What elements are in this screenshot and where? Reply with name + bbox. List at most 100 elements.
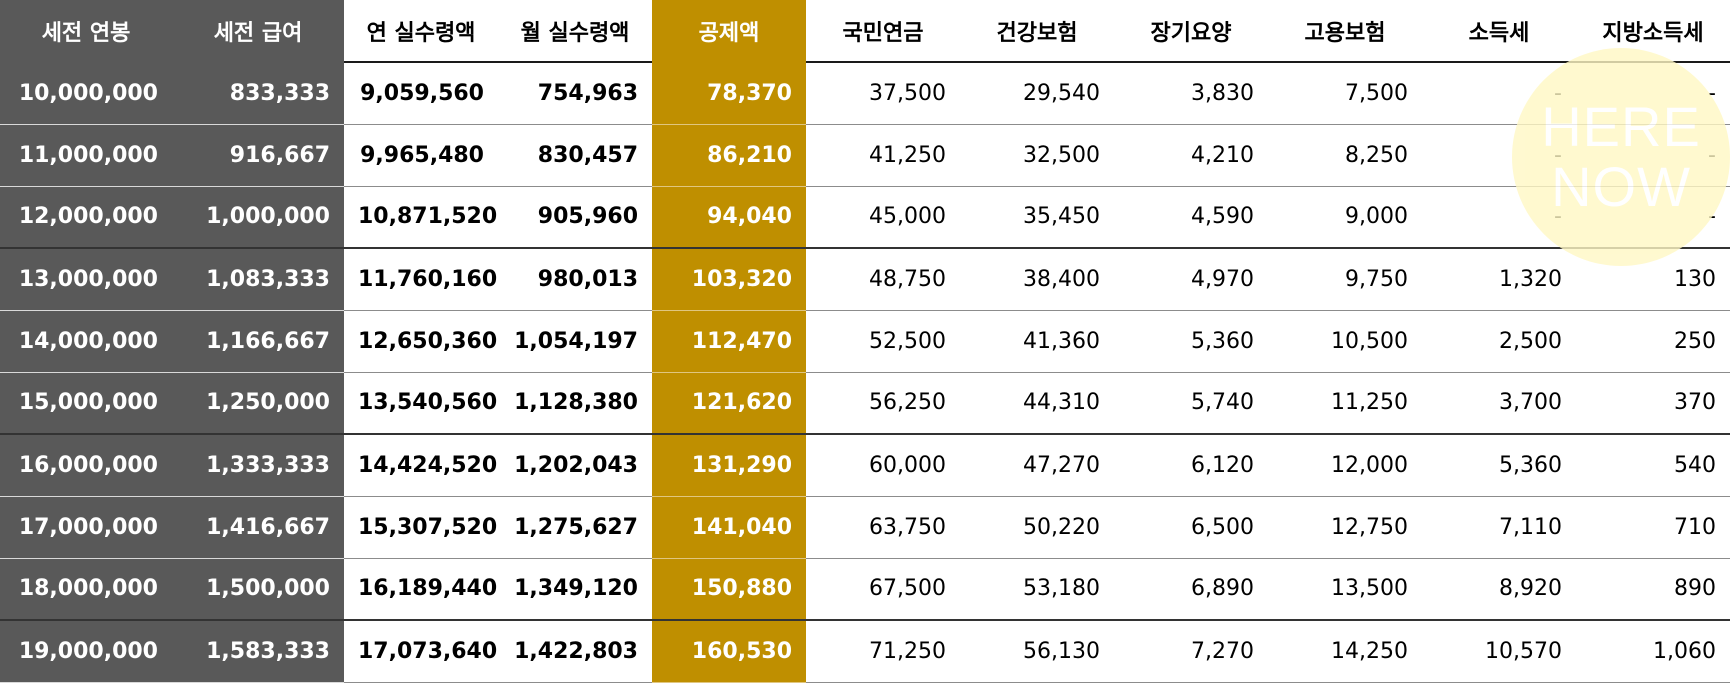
- cell-health-insurance: 29,540: [960, 62, 1114, 125]
- cell-local-income-tax: 130: [1576, 248, 1730, 311]
- cell-deduction: 78,370: [652, 62, 806, 125]
- cell-monthly-net: 1,349,120: [498, 558, 652, 621]
- cell-pretax-monthly: 1,000,000: [172, 186, 344, 249]
- header-health-insurance: 건강보험: [960, 0, 1114, 63]
- cell-pretax-annual: 19,000,000: [0, 620, 172, 683]
- cell-pretax-annual: 14,000,000: [0, 310, 172, 373]
- cell-pretax-annual: 18,000,000: [0, 558, 172, 621]
- cell-health-insurance: 50,220: [960, 496, 1114, 559]
- cell-deduction: 121,620: [652, 372, 806, 435]
- cell-pretax-monthly: 1,333,333: [172, 434, 344, 497]
- cell-monthly-net: 1,054,197: [498, 310, 652, 373]
- cell-annual-net: 13,540,560: [344, 372, 498, 435]
- cell-employment-insurance: 11,250: [1268, 372, 1422, 435]
- cell-health-insurance: 38,400: [960, 248, 1114, 311]
- cell-annual-net: 11,760,160: [344, 248, 498, 311]
- cell-health-insurance: 56,130: [960, 620, 1114, 683]
- cell-pretax-monthly: 1,416,667: [172, 496, 344, 559]
- cell-income-tax: 3,700: [1422, 372, 1576, 435]
- table-row: 14,000,000 1,166,667 12,650,360 1,054,197 11…: [0, 310, 1730, 373]
- cell-pretax-annual: 15,000,000: [0, 372, 172, 435]
- header-row: 세전 연봉 세전 급여 연 실수령액 월 실수령액 공제액 국민연금 건강보험 …: [0, 0, 1730, 63]
- table-row: 10,000,000 833,333 9,059,560 754,963 78,370 3…: [0, 62, 1730, 125]
- cell-employment-insurance: 14,250: [1268, 620, 1422, 683]
- cell-annual-net: 10,871,520: [344, 186, 498, 249]
- cell-pretax-monthly: 1,250,000: [172, 372, 344, 435]
- cell-national-pension: 41,250: [806, 124, 960, 187]
- table-row: 18,000,000 1,500,000 16,189,440 1,349,120 15…: [0, 558, 1730, 621]
- table-body: 10,000,000 833,333 9,059,560 754,963 78,370 3…: [0, 62, 1730, 683]
- cell-pretax-monthly: 916,667: [172, 124, 344, 187]
- cell-long-term-care: 6,120: [1114, 434, 1268, 497]
- cell-deduction: 86,210: [652, 124, 806, 187]
- cell-long-term-care: 5,740: [1114, 372, 1268, 435]
- cell-monthly-net: 905,960: [498, 186, 652, 249]
- cell-employment-insurance: 12,750: [1268, 496, 1422, 559]
- cell-long-term-care: 3,830: [1114, 62, 1268, 125]
- cell-local-income-tax: -: [1576, 124, 1730, 187]
- cell-long-term-care: 6,890: [1114, 558, 1268, 621]
- cell-national-pension: 37,500: [806, 62, 960, 125]
- cell-monthly-net: 1,422,803: [498, 620, 652, 683]
- cell-pretax-monthly: 1,083,333: [172, 248, 344, 311]
- cell-monthly-net: 830,457: [498, 124, 652, 187]
- cell-pretax-annual: 11,000,000: [0, 124, 172, 187]
- cell-employment-insurance: 12,000: [1268, 434, 1422, 497]
- cell-employment-insurance: 10,500: [1268, 310, 1422, 373]
- cell-long-term-care: 4,970: [1114, 248, 1268, 311]
- table-header: 세전 연봉 세전 급여 연 실수령액 월 실수령액 공제액 국민연금 건강보험 …: [0, 0, 1730, 63]
- cell-local-income-tax: 890: [1576, 558, 1730, 621]
- cell-national-pension: 60,000: [806, 434, 960, 497]
- cell-pretax-monthly: 1,166,667: [172, 310, 344, 373]
- header-income-tax: 소득세: [1422, 0, 1576, 63]
- cell-income-tax: 10,570: [1422, 620, 1576, 683]
- cell-income-tax: -: [1422, 62, 1576, 125]
- cell-long-term-care: 6,500: [1114, 496, 1268, 559]
- cell-health-insurance: 44,310: [960, 372, 1114, 435]
- cell-income-tax: 8,920: [1422, 558, 1576, 621]
- cell-national-pension: 52,500: [806, 310, 960, 373]
- cell-national-pension: 67,500: [806, 558, 960, 621]
- cell-annual-net: 16,189,440: [344, 558, 498, 621]
- cell-long-term-care: 4,590: [1114, 186, 1268, 249]
- cell-deduction: 94,040: [652, 186, 806, 249]
- header-annual-net: 연 실수령액: [344, 0, 498, 63]
- cell-health-insurance: 35,450: [960, 186, 1114, 249]
- cell-employment-insurance: 7,500: [1268, 62, 1422, 125]
- cell-monthly-net: 1,202,043: [498, 434, 652, 497]
- cell-health-insurance: 53,180: [960, 558, 1114, 621]
- cell-employment-insurance: 9,750: [1268, 248, 1422, 311]
- header-long-term-care: 장기요양: [1114, 0, 1268, 63]
- header-local-income-tax: 지방소득세: [1576, 0, 1730, 63]
- cell-national-pension: 56,250: [806, 372, 960, 435]
- table-row: 12,000,000 1,000,000 10,871,520 905,960 94,0…: [0, 186, 1730, 249]
- cell-pretax-monthly: 1,500,000: [172, 558, 344, 621]
- cell-annual-net: 12,650,360: [344, 310, 498, 373]
- cell-pretax-monthly: 833,333: [172, 62, 344, 125]
- cell-local-income-tax: 370: [1576, 372, 1730, 435]
- header-deduction: 공제액: [652, 0, 806, 63]
- cell-local-income-tax: 250: [1576, 310, 1730, 373]
- cell-national-pension: 71,250: [806, 620, 960, 683]
- cell-deduction: 160,530: [652, 620, 806, 683]
- cell-income-tax: 1,320: [1422, 248, 1576, 311]
- header-monthly-net: 월 실수령액: [498, 0, 652, 63]
- cell-income-tax: 2,500: [1422, 310, 1576, 373]
- cell-local-income-tax: -: [1576, 186, 1730, 249]
- cell-local-income-tax: 540: [1576, 434, 1730, 497]
- cell-local-income-tax: 710: [1576, 496, 1730, 559]
- table-row: 16,000,000 1,333,333 14,424,520 1,202,043 13…: [0, 434, 1730, 497]
- table-row: 11,000,000 916,667 9,965,480 830,457 86,210 4…: [0, 124, 1730, 187]
- cell-pretax-annual: 13,000,000: [0, 248, 172, 311]
- cell-monthly-net: 980,013: [498, 248, 652, 311]
- cell-health-insurance: 41,360: [960, 310, 1114, 373]
- header-pretax-monthly: 세전 급여: [172, 0, 344, 63]
- cell-monthly-net: 1,275,627: [498, 496, 652, 559]
- cell-pretax-monthly: 1,583,333: [172, 620, 344, 683]
- cell-annual-net: 17,073,640: [344, 620, 498, 683]
- cell-deduction: 141,040: [652, 496, 806, 559]
- table-row: 13,000,000 1,083,333 11,760,160 980,013 103,…: [0, 248, 1730, 311]
- cell-deduction: 131,290: [652, 434, 806, 497]
